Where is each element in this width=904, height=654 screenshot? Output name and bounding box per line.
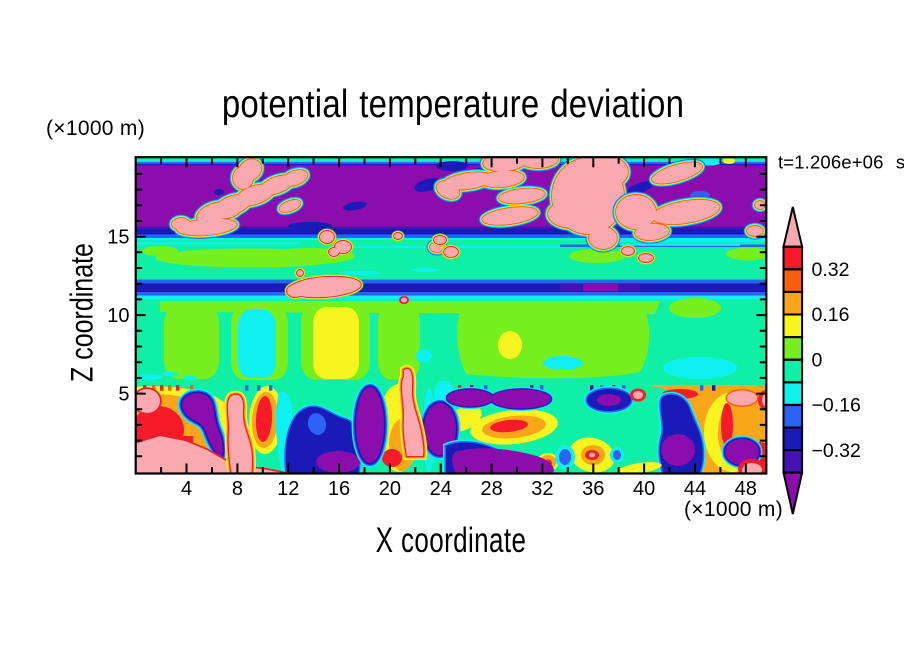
svg-text:36: 36 <box>582 478 604 500</box>
svg-text:X coordinate: X coordinate <box>376 520 527 560</box>
svg-text:4: 4 <box>181 478 192 500</box>
svg-text:28: 28 <box>480 478 502 500</box>
svg-text:15: 15 <box>107 227 129 249</box>
svg-text:48: 48 <box>735 478 757 500</box>
svg-text:0: 0 <box>812 349 823 371</box>
svg-text:0.16: 0.16 <box>812 304 850 326</box>
svg-text:10: 10 <box>107 305 129 327</box>
svg-text:Z coordinate: Z coordinate <box>64 243 99 382</box>
svg-text:16: 16 <box>328 478 350 500</box>
svg-text:(×1000 m): (×1000 m) <box>46 117 145 140</box>
svg-text:40: 40 <box>633 478 655 500</box>
svg-text:potential temperature deviatio: potential temperature deviation <box>222 81 684 125</box>
svg-text:0.32: 0.32 <box>812 259 850 281</box>
svg-text:−0.32: −0.32 <box>812 440 861 462</box>
svg-text:44: 44 <box>684 478 706 500</box>
svg-text:−0.16: −0.16 <box>812 395 861 417</box>
svg-text:32: 32 <box>531 478 553 500</box>
svg-text:t=1.206e+06 s: t=1.206e+06 s <box>778 152 904 173</box>
svg-text:24: 24 <box>430 478 452 500</box>
svg-text:12: 12 <box>277 478 299 500</box>
svg-text:20: 20 <box>379 478 401 500</box>
svg-text:(×1000 m): (×1000 m) <box>684 498 783 521</box>
svg-text:5: 5 <box>118 384 129 406</box>
svg-text:8: 8 <box>232 478 243 500</box>
